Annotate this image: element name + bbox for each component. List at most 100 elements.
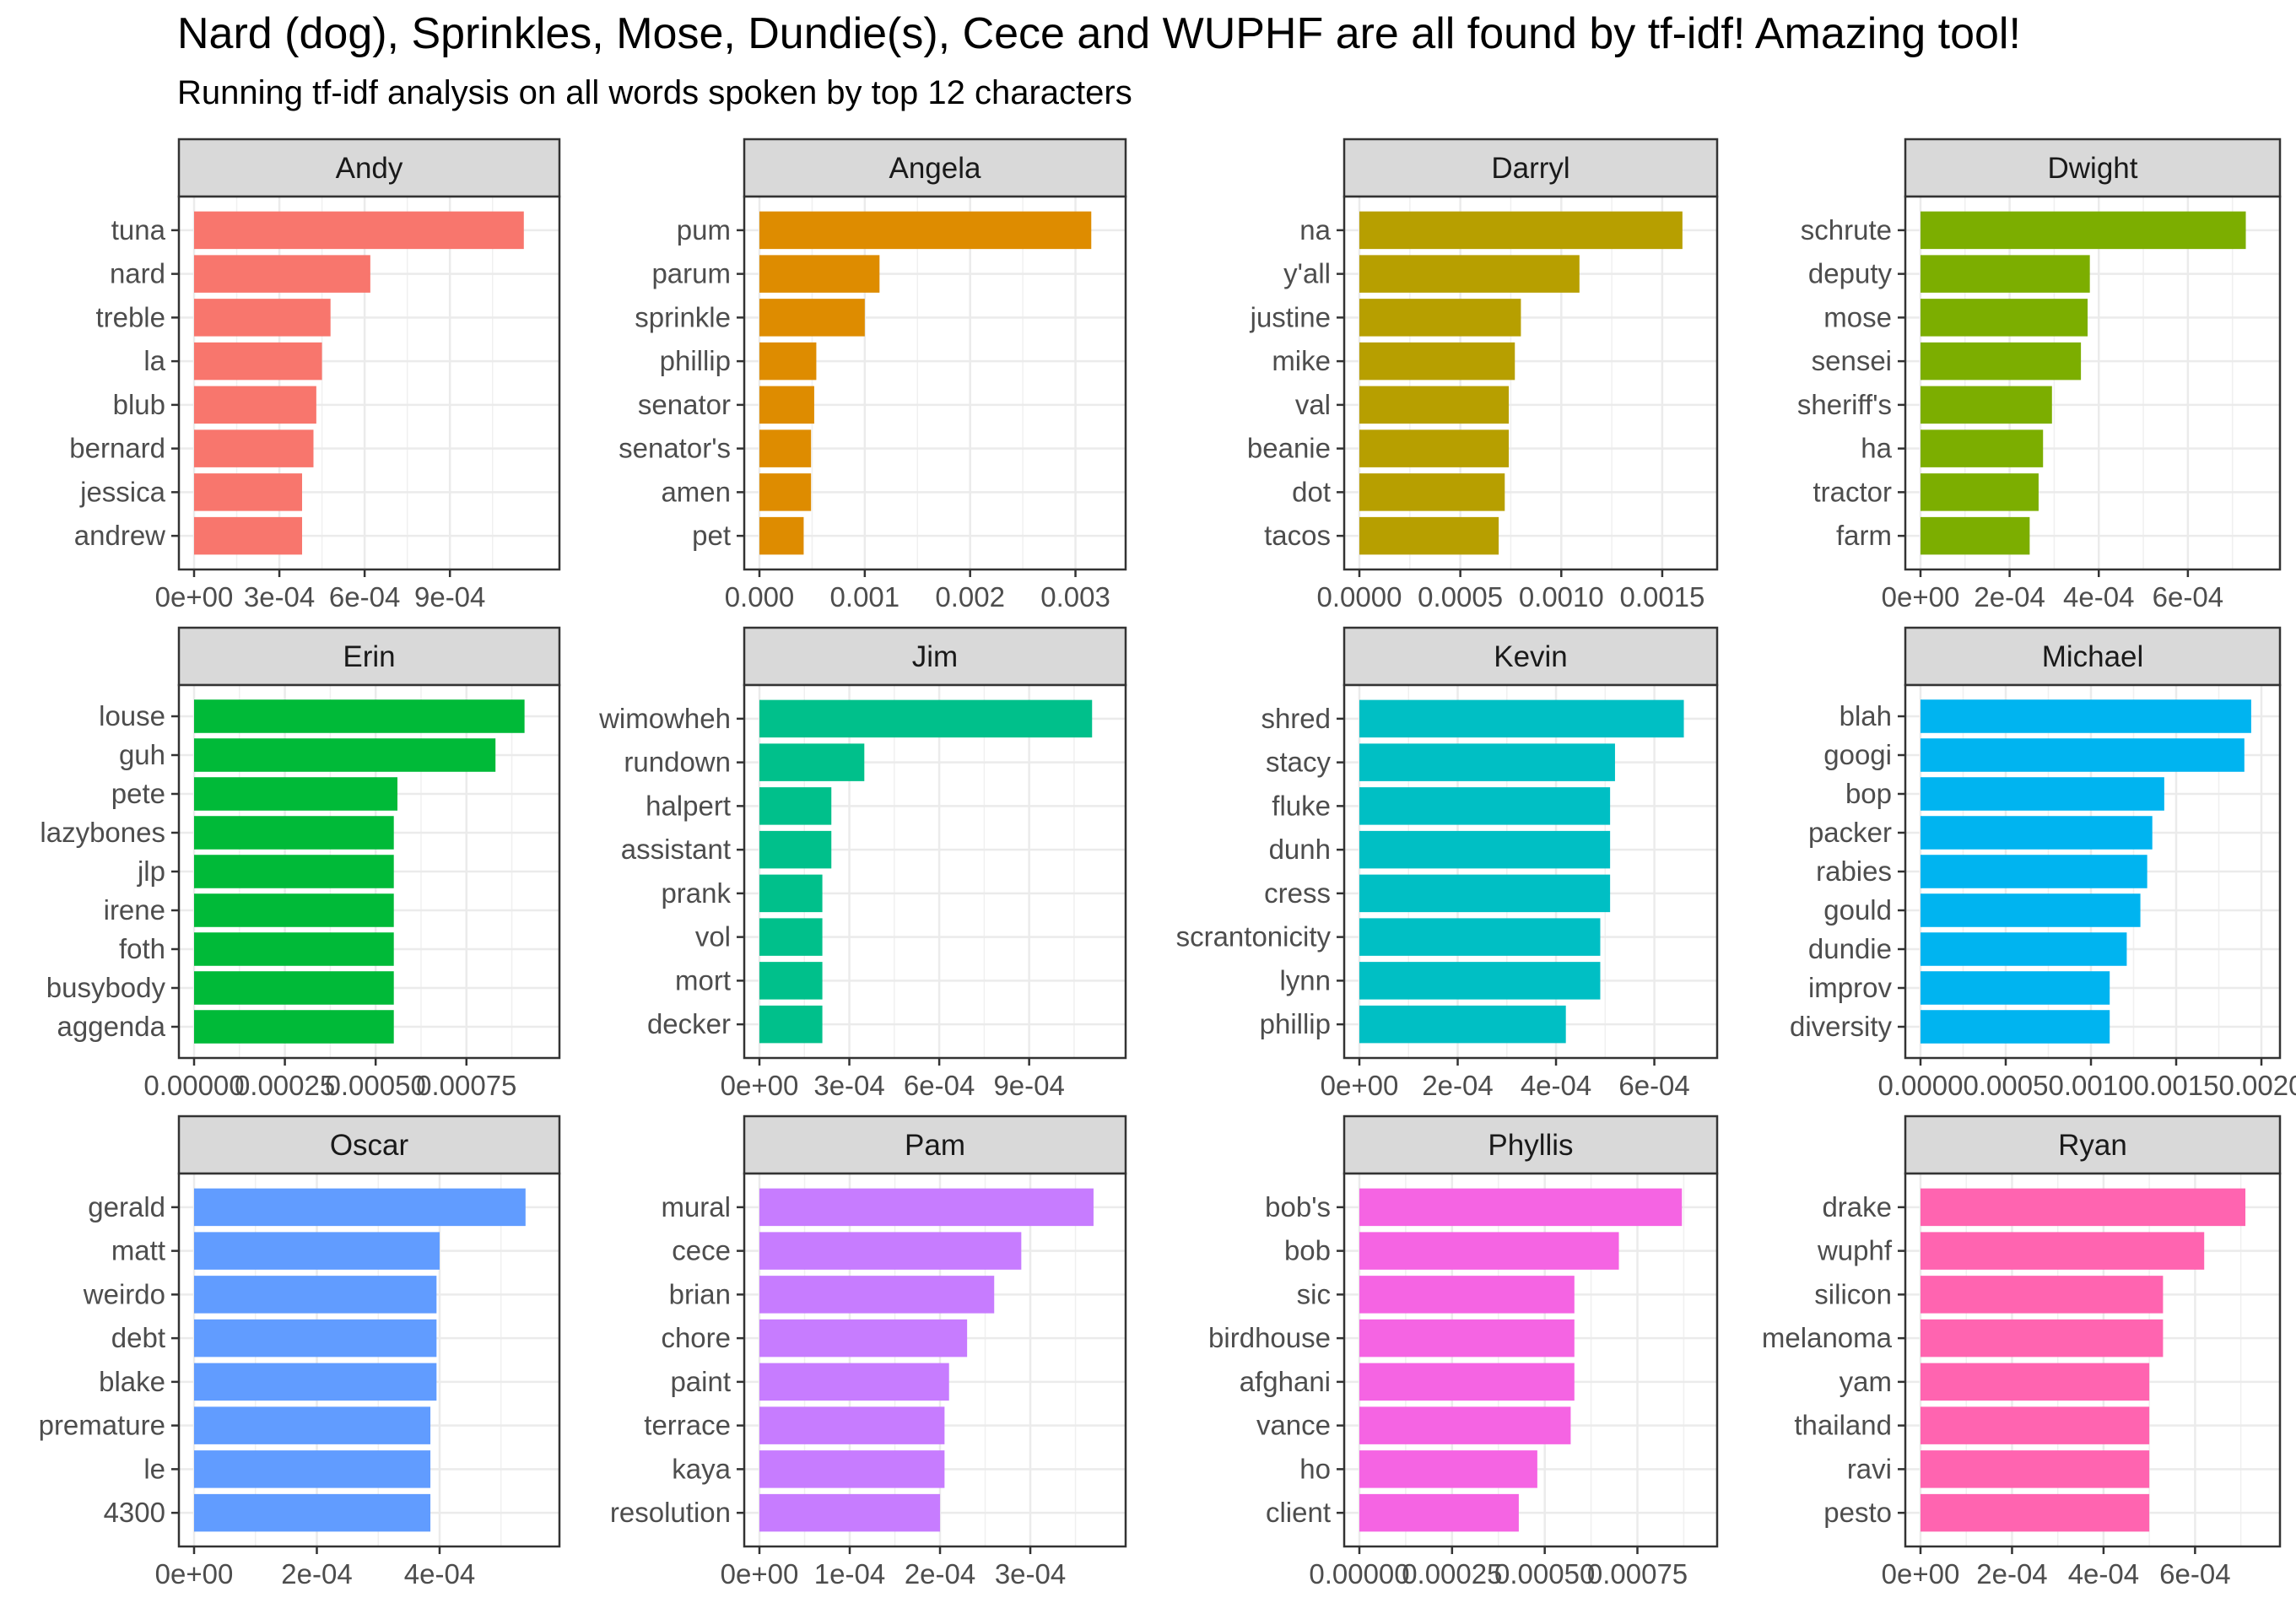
panel-background <box>744 685 1126 1058</box>
bar-chore <box>759 1319 968 1357</box>
x-tick-label: 0.0000 <box>1317 581 1402 613</box>
bar-jessica <box>194 473 303 511</box>
panel-border <box>1904 683 2282 1060</box>
panel-border <box>177 195 561 571</box>
bar-shred <box>1359 699 1684 738</box>
y-tick-label: blake <box>99 1366 165 1397</box>
y-tick-label: thailand <box>1794 1410 1892 1441</box>
bar-jlp <box>194 855 394 888</box>
y-tick-label: jlp <box>137 855 165 887</box>
x-tick-label: 0.0015 <box>1619 581 1704 613</box>
bar-scrantonicity <box>1359 918 1601 956</box>
y-tick-label: val <box>1295 389 1331 420</box>
panel-border <box>743 683 1127 1060</box>
bar-phillip <box>1359 1005 1566 1044</box>
facet-ryan: Ryan drake wuphf silicon melanoma yam thailand… <box>1762 1115 2282 1590</box>
y-tick-label: jessica <box>79 476 166 507</box>
y-tick-label: tacos <box>1264 520 1331 551</box>
bar-matt <box>194 1232 440 1270</box>
bar-irene <box>194 893 394 927</box>
y-tick-label: senator <box>638 389 731 420</box>
y-tick-label: mose <box>1823 301 1892 332</box>
x-tick-label: 0.0010 <box>1519 581 1604 613</box>
x-tick-label: 3e-04 <box>244 581 315 613</box>
bar-la <box>194 342 322 381</box>
facet-strip-label: Erin <box>343 640 395 673</box>
bar-le <box>194 1450 431 1488</box>
x-tick-label: 0e+00 <box>155 1558 234 1590</box>
y-tick-label: premature <box>39 1410 165 1441</box>
y-tick-label: wimowheh <box>598 703 731 734</box>
chart-title: Nard (dog), Sprinkles, Mose, Dundie(s), … <box>177 9 2021 58</box>
bar-terrace <box>759 1406 945 1444</box>
panel-border <box>177 1172 561 1548</box>
x-tick-label: 2e-04 <box>1976 1558 2047 1590</box>
x-tick-label: 4e-04 <box>2063 581 2134 613</box>
bar-dot <box>1359 473 1505 511</box>
bar-val <box>1359 386 1510 424</box>
bar-sic <box>1359 1276 1575 1314</box>
panel-border <box>177 683 561 1060</box>
y-tick-label: rabies <box>1816 855 1892 887</box>
y-tick-label: deputy <box>1808 258 1893 289</box>
bar-ho <box>1359 1450 1537 1488</box>
y-tick-label: improv <box>1808 972 1893 1003</box>
y-tick-label: la <box>143 345 165 376</box>
y-tick-label: debt <box>111 1322 165 1353</box>
y-tick-label: brian <box>669 1278 731 1309</box>
x-tick-label: 4e-04 <box>404 1558 475 1590</box>
facet-strip-label: Pam <box>905 1129 965 1162</box>
chart-subtitle: Running tf-idf analysis on all words spo… <box>177 74 1132 111</box>
x-tick-label: 3e-04 <box>813 1070 884 1101</box>
bar-sprinkle <box>759 299 865 337</box>
panel-background <box>1344 1174 1717 1546</box>
y-tick-label: gerald <box>88 1191 165 1222</box>
bar-ravi <box>1921 1450 2150 1488</box>
facet-strip-label: Kevin <box>1494 640 1568 673</box>
bar-lazybones <box>194 816 394 850</box>
y-tick-label: halpert <box>646 790 731 821</box>
x-tick-label: 0e+00 <box>721 1558 799 1590</box>
bar-nard <box>194 255 370 293</box>
y-tick-label: blah <box>1840 700 1892 731</box>
y-tick-label: lynn <box>1279 964 1331 996</box>
x-tick-label: 0e+00 <box>1882 1558 1960 1590</box>
bar-ha <box>1921 429 2044 467</box>
bar-bop <box>1921 777 2164 811</box>
bar-rundown <box>759 743 865 781</box>
y-tick-label: mural <box>661 1191 731 1222</box>
x-tick-label: 6e-04 <box>904 1070 975 1101</box>
bar-pete <box>194 777 398 811</box>
bar-assistant <box>759 830 832 869</box>
bar-resolution <box>759 1493 941 1532</box>
bar-lynn <box>1359 962 1601 1000</box>
x-tick-label: 0.00075 <box>416 1070 516 1101</box>
y-tick-label: irene <box>104 894 165 926</box>
bar-melanoma <box>1921 1319 2164 1357</box>
bar-thailand <box>1921 1406 2150 1444</box>
y-tick-label: louse <box>99 700 165 731</box>
bar-weirdo <box>194 1276 437 1314</box>
panel-background <box>1344 685 1717 1058</box>
bar-paint <box>759 1363 949 1401</box>
facet-strip-label: Andy <box>336 152 403 185</box>
x-tick-label: 2e-04 <box>281 1558 352 1590</box>
y-tick-label: bop <box>1845 778 1892 809</box>
bar-mort <box>759 962 823 1000</box>
y-tick-label: na <box>1299 214 1331 246</box>
y-tick-label: farm <box>1836 520 1892 551</box>
y-tick-label: y'all <box>1283 258 1331 289</box>
facet-strip <box>1904 626 2282 687</box>
bar-schrute <box>1921 211 2246 250</box>
x-tick-label: 0e+00 <box>155 581 234 613</box>
facet-michael: Michael blah googi bop packer rabies gould dund… <box>1790 626 2296 1101</box>
x-tick-label: 0.0005 <box>1964 1070 2049 1101</box>
y-tick-label: bob <box>1284 1235 1331 1266</box>
y-tick-label: dunh <box>1269 834 1331 865</box>
facet-strip-label: Angela <box>889 152 982 185</box>
y-tick-label: ha <box>1861 433 1892 464</box>
panel-border <box>1342 1172 1719 1548</box>
bar-senator <box>759 386 814 424</box>
bar-blub <box>194 386 316 424</box>
y-tick-label: scrantonicity <box>1176 921 1332 953</box>
